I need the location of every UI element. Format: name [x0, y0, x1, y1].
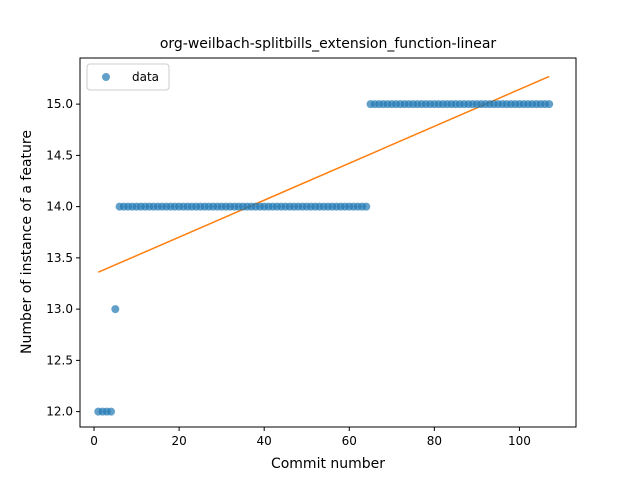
legend-box: [86, 63, 170, 91]
y-tick-label: 14.0: [46, 200, 73, 214]
x-tick-label: 80: [427, 434, 442, 448]
y-tick-label: 15.0: [46, 97, 73, 111]
x-tick-label: 0: [90, 434, 98, 448]
x-axis-label: Commit number: [271, 456, 385, 472]
legend-marker-data: [102, 73, 110, 81]
data-point: [111, 305, 120, 314]
legend-label-data: data: [132, 70, 159, 84]
data-point: [545, 100, 554, 109]
data-point: [107, 407, 116, 416]
y-tick-label: 13.0: [46, 302, 73, 316]
y-tick-label: 12.5: [46, 353, 73, 367]
x-tick-label: 20: [171, 434, 186, 448]
y-tick-label: 13.5: [46, 251, 73, 265]
y-tick-label: 12.0: [46, 405, 73, 419]
plot-area: [94, 75, 554, 416]
x-tick-label: 100: [508, 434, 531, 448]
fit-line: [97, 75, 550, 273]
y-tick-label: 14.5: [46, 148, 73, 162]
data-point: [362, 202, 371, 211]
x-tick-label: 60: [342, 434, 357, 448]
x-tick-label: 40: [257, 434, 272, 448]
legend: data: [86, 63, 170, 91]
axes-frame: [79, 57, 577, 428]
chart-title: org-weilbach-splitbills_extension_functi…: [160, 36, 497, 52]
y-axis-label: Number of instance of a feature: [19, 130, 35, 354]
axes: 0 20 40 60 80 100 12.0 12.5 13.0 13.5 14.0 14.5 15.0: [46, 57, 577, 448]
